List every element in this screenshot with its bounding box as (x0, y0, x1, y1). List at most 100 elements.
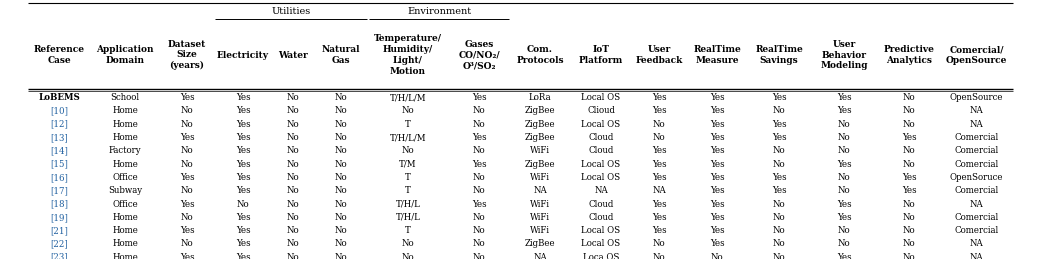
Text: Yes: Yes (652, 199, 666, 208)
Text: Yes: Yes (180, 133, 195, 142)
Text: No: No (772, 106, 785, 116)
Text: NA: NA (969, 120, 984, 129)
Text: Yes: Yes (837, 199, 852, 208)
Text: T/H/L: T/H/L (396, 199, 421, 208)
Text: Yes: Yes (710, 213, 725, 222)
Text: No: No (903, 106, 915, 116)
Text: Office: Office (112, 173, 137, 182)
Text: Yes: Yes (771, 186, 786, 195)
Text: Cloud: Cloud (588, 146, 614, 155)
Text: Yes: Yes (710, 199, 725, 208)
Text: Home: Home (112, 253, 138, 259)
Text: No: No (838, 133, 850, 142)
Text: No: No (772, 240, 785, 248)
Text: T/H/L/M: T/H/L/M (389, 93, 426, 102)
Text: Local OS: Local OS (582, 173, 620, 182)
Text: Gases
CO/NO₂/
O³/SO₂: Gases CO/NO₂/ O³/SO₂ (458, 40, 500, 70)
Text: No: No (335, 226, 348, 235)
Text: [22]: [22] (50, 240, 68, 248)
Text: Yes: Yes (180, 226, 195, 235)
Text: Yes: Yes (235, 253, 250, 259)
Text: [16]: [16] (50, 173, 68, 182)
Text: [14]: [14] (50, 146, 68, 155)
Text: No: No (903, 226, 915, 235)
Text: Yes: Yes (235, 106, 250, 116)
Text: No: No (903, 240, 915, 248)
Text: NA: NA (969, 106, 984, 116)
Text: Comercial: Comercial (955, 160, 998, 169)
Text: NA: NA (969, 240, 984, 248)
Text: No: No (286, 213, 300, 222)
Text: No: No (335, 160, 348, 169)
Text: No: No (335, 106, 348, 116)
Text: Yes: Yes (235, 240, 250, 248)
Text: No: No (772, 199, 785, 208)
Text: No: No (473, 226, 485, 235)
Text: No: No (181, 213, 194, 222)
Text: No: No (335, 120, 348, 129)
Text: No: No (473, 253, 485, 259)
Text: ZigBee: ZigBee (525, 160, 555, 169)
Text: Utilities: Utilities (272, 8, 310, 17)
Text: Yes: Yes (472, 199, 486, 208)
Text: Yes: Yes (652, 226, 666, 235)
Text: WiFi: WiFi (530, 146, 550, 155)
Text: Home: Home (112, 106, 138, 116)
Text: Yes: Yes (902, 173, 916, 182)
Text: Temperature/
Humidity/
Light/
Motion: Temperature/ Humidity/ Light/ Motion (374, 34, 442, 76)
Text: No: No (903, 120, 915, 129)
Text: [21]: [21] (50, 226, 68, 235)
Text: Yes: Yes (235, 93, 250, 102)
Text: LoRa: LoRa (529, 93, 552, 102)
Text: Yes: Yes (710, 120, 725, 129)
Text: Natural
Gas: Natural Gas (322, 45, 360, 65)
Text: No: No (286, 199, 300, 208)
Text: [15]: [15] (50, 160, 68, 169)
Text: No: No (286, 146, 300, 155)
Text: No: No (473, 213, 485, 222)
Text: Yes: Yes (902, 133, 916, 142)
Text: T: T (405, 120, 411, 129)
Text: Local OS: Local OS (582, 240, 620, 248)
Text: No: No (286, 186, 300, 195)
Text: Yes: Yes (180, 173, 195, 182)
Text: No: No (181, 146, 194, 155)
Text: NA: NA (969, 253, 984, 259)
Text: WiFi: WiFi (530, 199, 550, 208)
Text: Yes: Yes (837, 213, 852, 222)
Text: LoBEMS: LoBEMS (39, 93, 80, 102)
Text: No: No (286, 240, 300, 248)
Text: T: T (405, 186, 411, 195)
Text: Yes: Yes (652, 146, 666, 155)
Text: [12]: [12] (50, 120, 68, 129)
Text: Yes: Yes (837, 93, 852, 102)
Text: Yes: Yes (710, 106, 725, 116)
Text: No: No (181, 186, 194, 195)
Text: Yes: Yes (235, 186, 250, 195)
Text: Comercial: Comercial (955, 133, 998, 142)
Text: Home: Home (112, 213, 138, 222)
Text: No: No (402, 106, 414, 116)
Text: No: No (286, 106, 300, 116)
Text: No: No (772, 213, 785, 222)
Text: No: No (903, 253, 915, 259)
Text: Yes: Yes (902, 186, 916, 195)
Text: No: No (903, 146, 915, 155)
Text: Local OS: Local OS (582, 120, 620, 129)
Text: Water: Water (278, 51, 308, 60)
Text: No: No (286, 120, 300, 129)
Text: Yes: Yes (235, 120, 250, 129)
Text: RealTime
Savings: RealTime Savings (755, 45, 803, 65)
Text: Yes: Yes (180, 253, 195, 259)
Text: Yes: Yes (235, 226, 250, 235)
Text: User
Feedback: User Feedback (635, 45, 683, 65)
Text: No: No (286, 226, 300, 235)
Text: NA: NA (652, 186, 666, 195)
Text: Comercial: Comercial (955, 146, 998, 155)
Text: NA: NA (533, 186, 547, 195)
Text: No: No (335, 213, 348, 222)
Text: Cloud: Cloud (588, 213, 614, 222)
Text: OpenSoruce: OpenSoruce (949, 173, 1004, 182)
Text: T: T (405, 173, 411, 182)
Text: No: No (653, 120, 665, 129)
